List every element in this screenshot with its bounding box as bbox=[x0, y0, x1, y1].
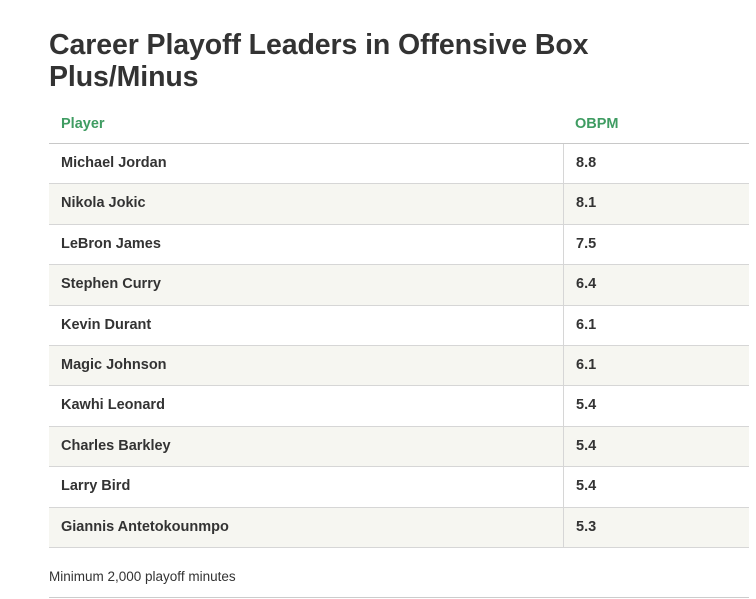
table-row: Michael Jordan 8.8 bbox=[49, 144, 749, 185]
cell-player: Giannis Antetokounmpo bbox=[61, 518, 229, 535]
data-table: Player OBPM Michael Jordan 8.8 Nikola Joki… bbox=[49, 104, 749, 548]
cell-player: Charles Barkley bbox=[61, 437, 171, 454]
cell-obpm: 5.4 bbox=[563, 467, 749, 507]
table-body: Michael Jordan 8.8 Nikola Jokic 8.1 LeBron J… bbox=[49, 144, 749, 548]
cell-obpm: 6.4 bbox=[563, 265, 749, 305]
cell-player: Magic Johnson bbox=[61, 356, 167, 373]
bottom-divider bbox=[49, 597, 749, 598]
table-row: Charles Barkley 5.4 bbox=[49, 426, 749, 468]
cell-player: Kawhi Leonard bbox=[61, 397, 165, 414]
table-row: Larry Bird 5.4 bbox=[49, 467, 749, 508]
footnote: Minimum 2,000 playoff minutes bbox=[49, 569, 236, 584]
table-row: Magic Johnson 6.1 bbox=[49, 345, 749, 387]
cell-obpm: 5.4 bbox=[563, 386, 749, 426]
table-row: LeBron James 7.5 bbox=[49, 224, 749, 266]
cell-player: Larry Bird bbox=[61, 478, 131, 495]
cell-player: Stephen Curry bbox=[61, 276, 161, 293]
cell-obpm: 8.8 bbox=[563, 144, 749, 184]
cell-obpm: 5.4 bbox=[563, 426, 749, 467]
cell-obpm: 7.5 bbox=[563, 224, 749, 265]
cell-player: Nikola Jokic bbox=[61, 195, 146, 212]
table-row: Giannis Antetokounmpo 5.3 bbox=[49, 507, 749, 548]
cell-player: Michael Jordan bbox=[61, 155, 167, 171]
cell-player: Kevin Durant bbox=[61, 316, 152, 333]
chart-title: Career Playoff Leaders in Offensive Box … bbox=[49, 29, 589, 93]
cell-obpm: 6.1 bbox=[563, 305, 749, 345]
table-row: Stephen Curry 6.4 bbox=[49, 265, 749, 306]
column-header-player[interactable]: Player bbox=[61, 116, 105, 132]
table-row: Nikola Jokic 8.1 bbox=[49, 184, 749, 225]
cell-player: LeBron James bbox=[61, 235, 161, 252]
cell-obpm: 6.1 bbox=[563, 345, 749, 386]
table-figure: Career Playoff Leaders in Offensive Box … bbox=[49, 0, 749, 598]
table-row: Kevin Durant 6.1 bbox=[49, 305, 749, 346]
cell-obpm: 5.3 bbox=[563, 507, 749, 547]
table-row: Kawhi Leonard 5.4 bbox=[49, 386, 749, 427]
cell-obpm: 8.1 bbox=[563, 184, 749, 224]
table-header-row: Player OBPM bbox=[49, 104, 749, 144]
column-header-obpm[interactable]: OBPM bbox=[575, 116, 619, 132]
